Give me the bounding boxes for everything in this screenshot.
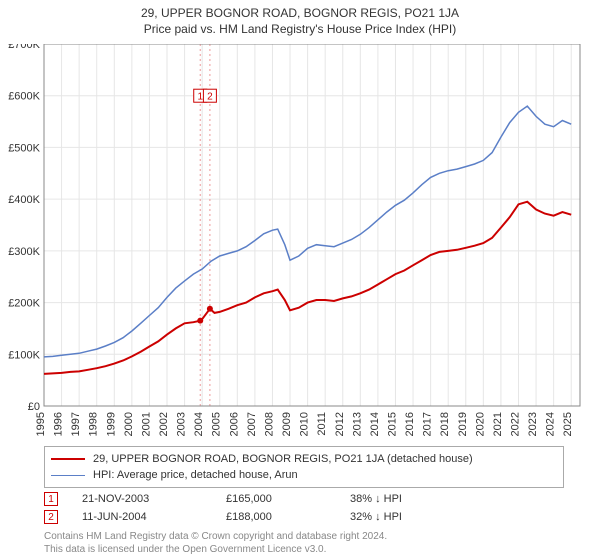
price-chart: £0 £100K £200K £300K £400K £500K £600K £700K 199… — [0, 44, 600, 444]
x-tick-label: 2015 — [386, 412, 398, 436]
sale-callout-num: 2 — [207, 92, 213, 103]
chart-title-line2: Price paid vs. HM Land Registry's House … — [0, 22, 600, 36]
x-tick-label: 2005 — [211, 412, 223, 436]
footer-attribution: Contains HM Land Registry data © Crown c… — [44, 530, 387, 556]
x-tick-label: 2022 — [509, 412, 521, 436]
x-tick-label: 2014 — [369, 412, 381, 436]
legend: 29, UPPER BOGNOR ROAD, BOGNOR REGIS, PO2… — [44, 446, 564, 488]
x-tick-label: 1995 — [35, 412, 47, 436]
y-tick-label: £600K — [8, 91, 40, 103]
x-tick-label: 2025 — [562, 412, 574, 436]
sale-point — [197, 318, 203, 324]
footer-line1: Contains HM Land Registry data © Crown c… — [44, 530, 387, 543]
y-tick-label: £100K — [8, 349, 40, 361]
sale-delta: 38% ↓ HPI — [350, 493, 450, 505]
x-tick-label: 2002 — [158, 412, 170, 436]
x-tick-label: 2007 — [246, 412, 258, 436]
x-tick-label: 2019 — [457, 412, 469, 436]
y-tick-label: £500K — [8, 142, 40, 154]
sale-callout-num: 1 — [197, 92, 203, 103]
x-tick-label: 1999 — [105, 412, 117, 436]
y-tick-label: £700K — [8, 44, 40, 51]
x-tick-label: 2024 — [545, 412, 557, 436]
sale-delta: 32% ↓ HPI — [350, 511, 450, 523]
y-tick-label: £0 — [28, 401, 40, 413]
x-tick-label: 1996 — [53, 412, 65, 436]
sale-point — [207, 306, 213, 312]
x-tick-label: 2018 — [439, 412, 451, 436]
sales-table: 1 21-NOV-2003 £165,000 38% ↓ HPI 2 11-JUN-200… — [44, 490, 564, 526]
x-tick-label: 2021 — [492, 412, 504, 436]
x-tick-label: 2008 — [263, 412, 275, 436]
x-tick-label: 2006 — [228, 412, 240, 436]
legend-item: HPI: Average price, detached house, Arun — [51, 467, 557, 483]
footer-line2: This data is licensed under the Open Gov… — [44, 543, 387, 556]
x-tick-label: 2000 — [123, 412, 135, 436]
sale-price: £165,000 — [226, 493, 326, 505]
y-tick-label: £400K — [8, 194, 40, 206]
x-tick-label: 2003 — [176, 412, 188, 436]
legend-swatch — [51, 475, 85, 476]
x-tick-label: 2020 — [474, 412, 486, 436]
legend-swatch — [51, 458, 85, 460]
x-tick-label: 2017 — [422, 412, 434, 436]
x-tick-label: 1997 — [70, 412, 82, 436]
x-tick-label: 2023 — [527, 412, 539, 436]
x-tick-label: 2013 — [351, 412, 363, 436]
sale-badge: 2 — [44, 510, 58, 524]
sale-badge: 1 — [44, 492, 58, 506]
sale-row: 1 21-NOV-2003 £165,000 38% ↓ HPI — [44, 490, 564, 508]
x-tick-label: 2001 — [140, 412, 152, 436]
x-tick-label: 2012 — [334, 412, 346, 436]
sale-date: 11-JUN-2004 — [82, 511, 202, 523]
legend-label: HPI: Average price, detached house, Arun — [93, 467, 298, 483]
y-tick-label: £200K — [8, 298, 40, 310]
y-tick-label: £300K — [8, 246, 40, 258]
x-tick-label: 2004 — [193, 412, 205, 436]
sale-date: 21-NOV-2003 — [82, 493, 202, 505]
legend-label: 29, UPPER BOGNOR ROAD, BOGNOR REGIS, PO2… — [93, 451, 473, 467]
sale-price: £188,000 — [226, 511, 326, 523]
x-tick-label: 2010 — [299, 412, 311, 436]
x-tick-label: 1998 — [88, 412, 100, 436]
chart-title-line1: 29, UPPER BOGNOR ROAD, BOGNOR REGIS, PO2… — [0, 6, 600, 20]
x-tick-label: 2009 — [281, 412, 293, 436]
sale-row: 2 11-JUN-2004 £188,000 32% ↓ HPI — [44, 508, 564, 526]
legend-item: 29, UPPER BOGNOR ROAD, BOGNOR REGIS, PO2… — [51, 451, 557, 467]
x-tick-label: 2016 — [404, 412, 416, 436]
x-tick-label: 2011 — [316, 412, 328, 436]
